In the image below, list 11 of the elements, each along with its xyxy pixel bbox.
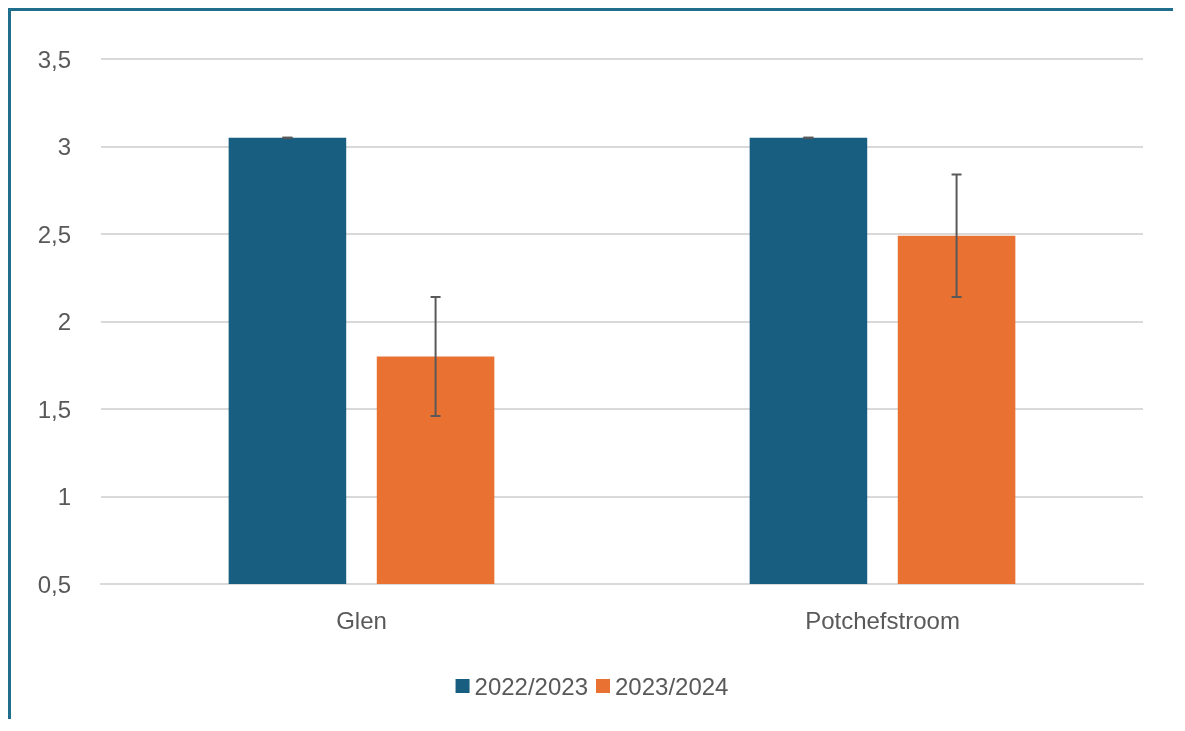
y-tick-label: 2 — [57, 308, 71, 335]
legend-label: 2023/2024 — [615, 672, 729, 700]
y-tick-label: 0,5 — [37, 570, 71, 598]
legend-label: 2022/2023 — [474, 672, 588, 700]
y-tick-label: 1,5 — [37, 395, 71, 423]
y-tick-label: 3,5 — [37, 45, 71, 73]
x-tick-label: Glen — [336, 606, 387, 634]
y-tick-label: 2,5 — [37, 220, 71, 248]
y-tick-label: 1 — [57, 483, 71, 510]
x-tick-label: Potchefstroom — [805, 606, 960, 634]
y-tick-label: 3 — [57, 133, 71, 160]
